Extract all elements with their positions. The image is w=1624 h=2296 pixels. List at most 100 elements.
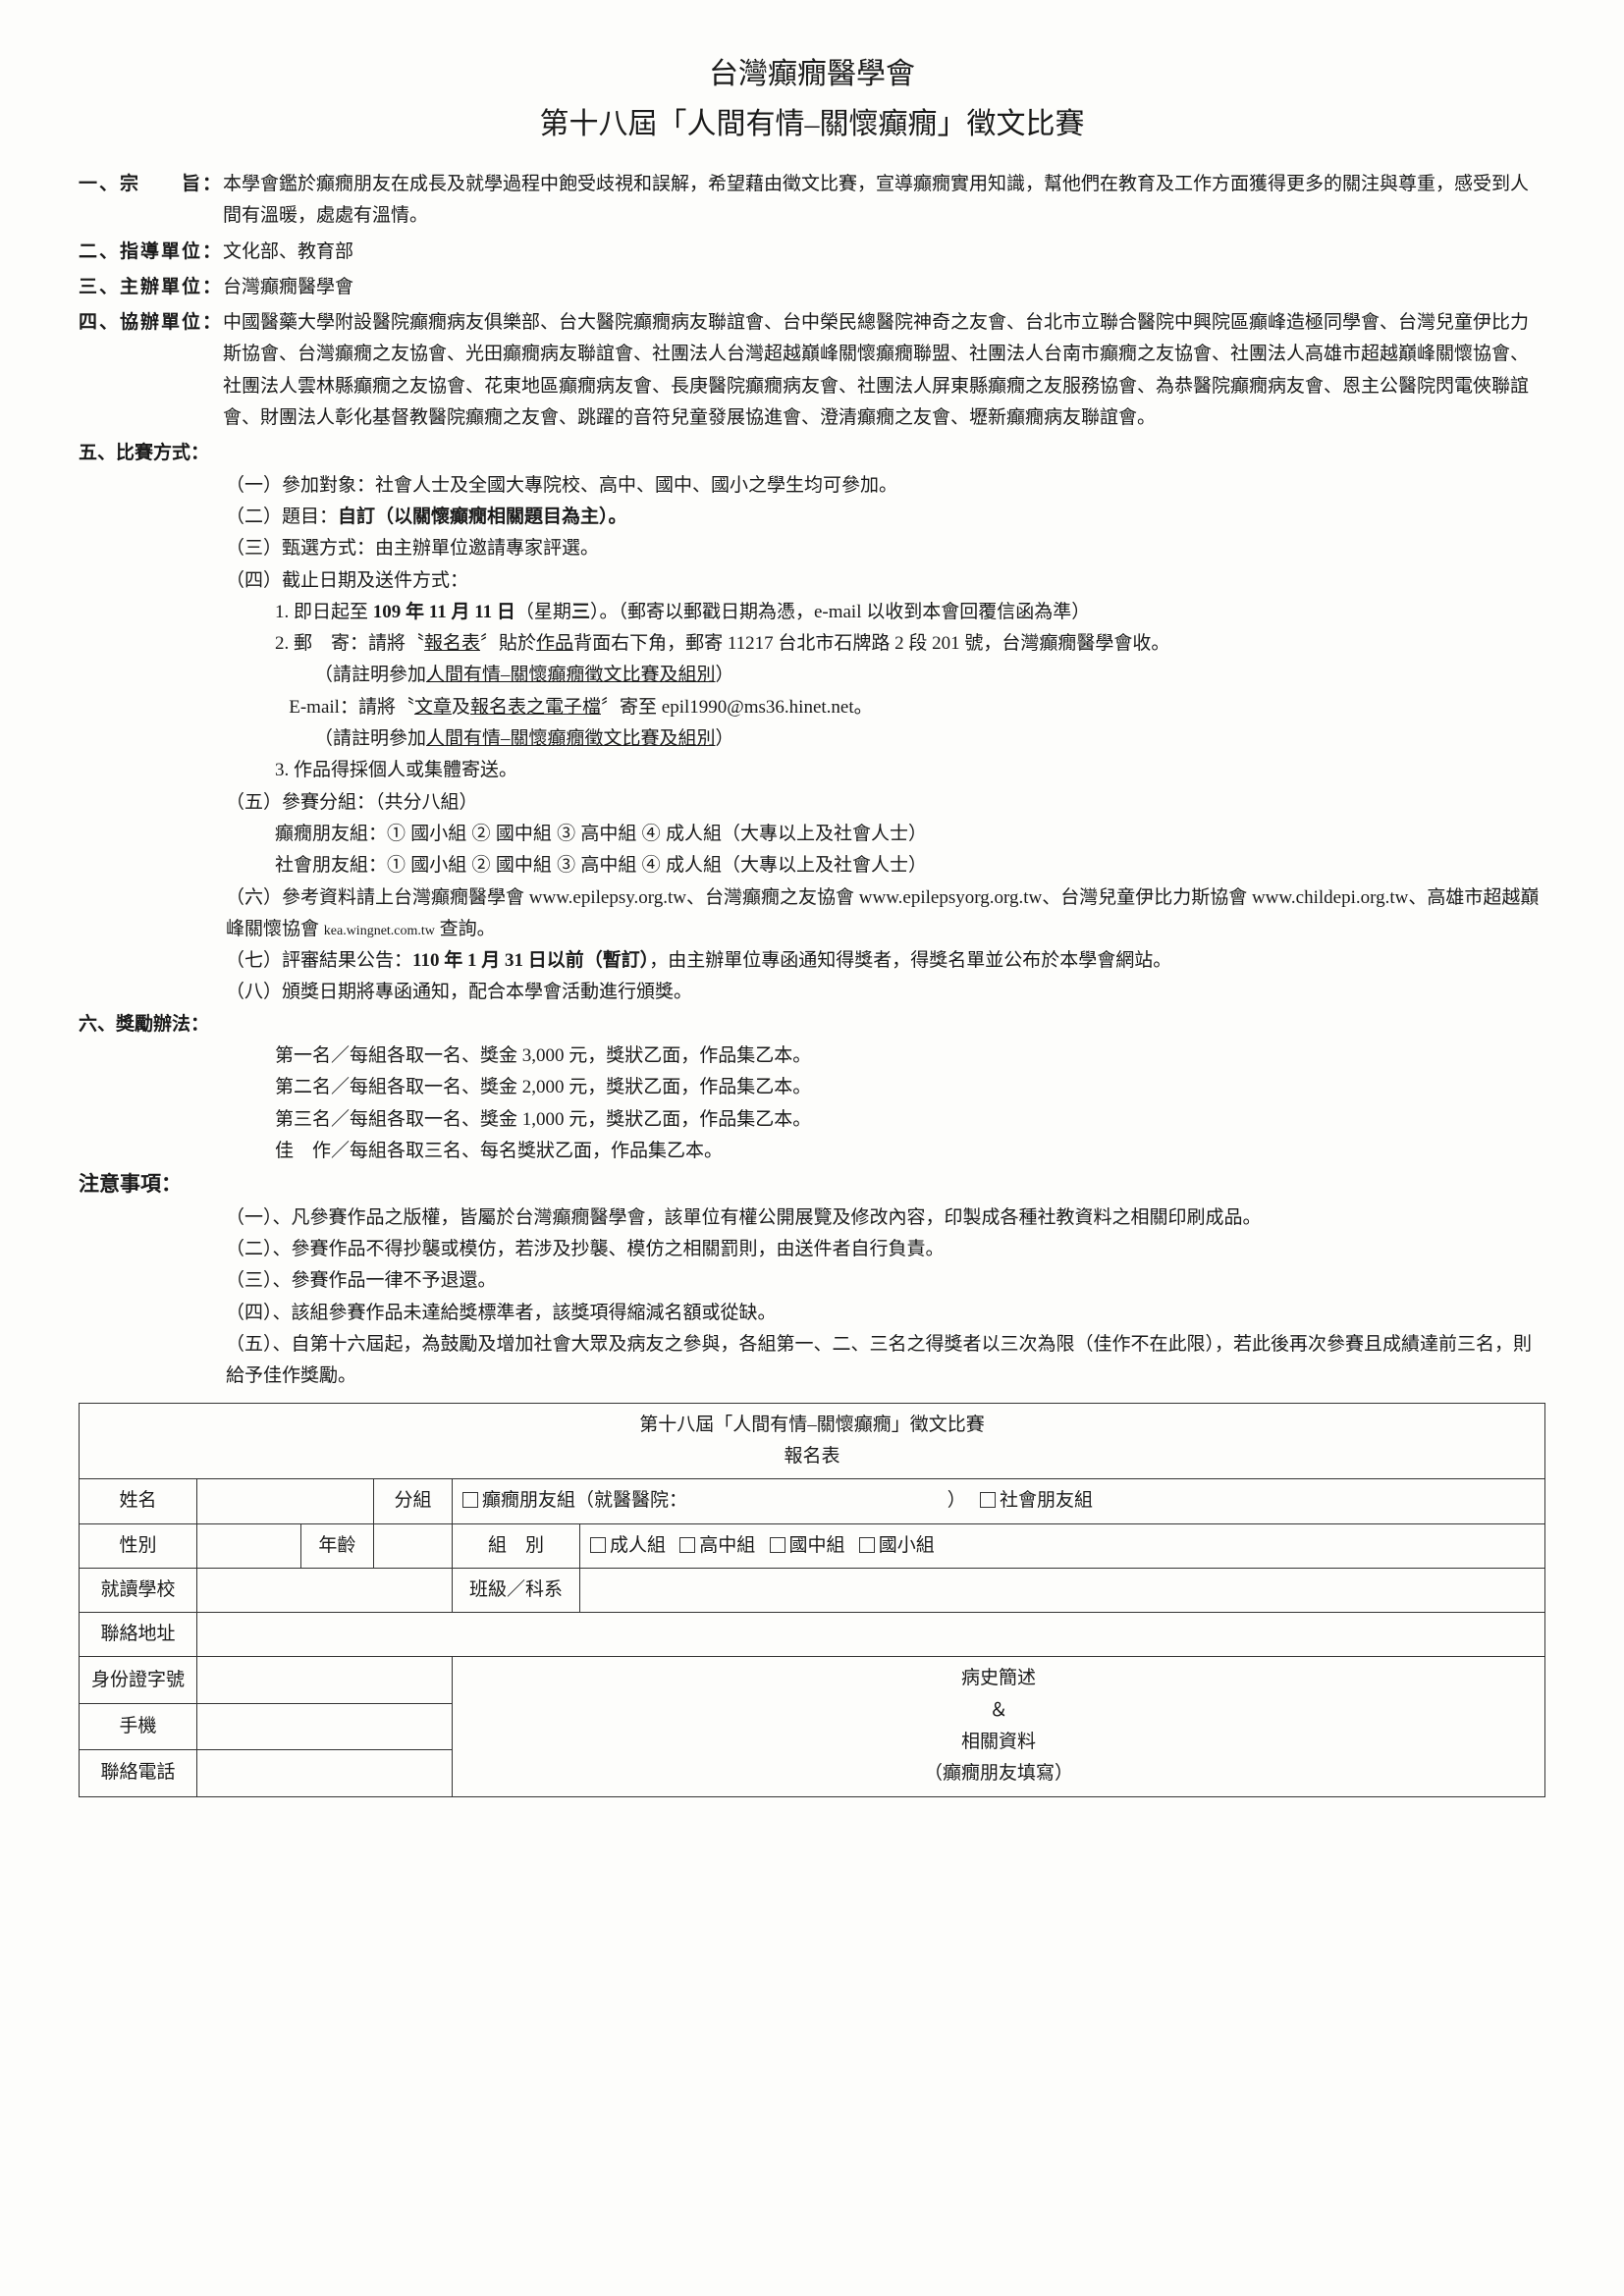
t: （七）評審結果公告： [226,950,412,971]
t: kea.wingnet.com.tw [324,924,435,938]
label-school: 就讀學校 [80,1568,197,1612]
checkbox-icon[interactable] [980,1492,996,1508]
t: 109 年 11 月 11 日 [373,602,515,622]
notes-label: 注意事項： [79,1167,1545,1202]
t: 。 [854,697,873,718]
label-category: 組 別 [453,1523,580,1568]
field-group[interactable]: 癲癇朋友組（就醫醫院： ） 社會朋友組 [453,1479,1545,1523]
sec-body: 本學會鑑於癲癇朋友在成長及就學過程中飽受歧視和誤解，希望藉由徵文比賽，宣導癲癇實… [223,169,1545,233]
t: 國中組 [789,1535,845,1556]
t: ，由主辦單位專函通知得獎者，得獎名單並公布於本學會網站。 [649,950,1171,971]
sec-body: 中國醫藥大學附設醫院癲癇病友俱樂部、台大醫院癲癇病友聯誼會、台中榮民總醫院神奇之… [223,307,1545,434]
field-id[interactable] [197,1657,453,1703]
t: 第十八屆「人間有情–關懷癲癇」徵文比賽 [89,1410,1535,1441]
rule-4-3: 3. 作品得採個人或集體寄送。 [79,755,1545,786]
t: 〞寄至 [601,697,662,718]
text: （二）題目： [226,507,338,527]
label-id: 身份證字號 [80,1657,197,1703]
field-age[interactable] [374,1523,453,1568]
label-phone: 聯絡電話 [80,1750,197,1796]
t: ） [947,1490,966,1511]
org-name: 台灣癲癇醫學會 [79,49,1545,99]
section-award-label: 六、獎勵辦法： [79,1009,1545,1041]
t: 國小組 [879,1535,935,1556]
checkbox-icon[interactable] [770,1537,785,1553]
t: 文章 [414,697,452,718]
label-mobile: 手機 [80,1703,197,1749]
field-name[interactable] [197,1479,374,1523]
label-gender: 性別 [80,1523,197,1568]
note-1: （一）、凡參賽作品之版權，皆屬於台灣癲癇醫學會，該單位有權公開展覽及修改內容，印… [79,1202,1545,1234]
t: 〞貼於 [480,633,536,654]
t: （請註明參加 [314,665,426,685]
section-rules-label: 五、比賽方式： [79,438,1545,469]
t: ） [716,728,734,749]
t: 及 [452,697,470,718]
rule-8: （八）頒獎日期將專函通知，配合本學會活動進行頒獎。 [79,977,1545,1008]
form-title: 第十八屆「人間有情–關懷癲癇」徵文比賽 報名表 [80,1403,1545,1479]
t: ） [716,665,734,685]
label-address: 聯絡地址 [80,1613,197,1657]
t: 報名表 [89,1441,1535,1472]
label-class: 班級／科系 [453,1568,580,1612]
t: 人間有情–關懷癲癇徵文比賽及組別 [426,728,716,749]
sec-label: 四、協辦單位： [79,307,223,434]
rule-4: （四）截止日期及送件方式： [79,565,1545,597]
t: （請註明參加 [314,728,426,749]
t: ＆ [462,1695,1535,1727]
text-bold: 自訂（以關懷癲癇相關題目為主）。 [338,507,627,527]
t: E-mail：請將〝 [289,697,414,718]
award-1: 第一名／每組各取一名、獎金 3,000 元，獎狀乙面，作品集乙本。 [79,1041,1545,1072]
t: 1. 即日起至 [275,602,373,622]
rule-5: （五）參賽分組：（共分八組） [79,787,1545,819]
field-school[interactable] [197,1568,453,1612]
rule-4-2-note: （請註明參加人間有情–關懷癲癇徵文比賽及組別） [79,660,1545,691]
field-class[interactable] [580,1568,1545,1612]
t: 三 [571,602,590,622]
checkbox-icon[interactable] [859,1537,875,1553]
t: 癲癇朋友組（就醫醫院： [482,1490,687,1511]
note-5: （五）、自第十六屆起，為鼓勵及增加社會大眾及病友之參與，各組第一、二、三名之得獎… [79,1329,1545,1393]
t: 相關資料 [462,1727,1535,1758]
checkbox-icon[interactable] [462,1492,478,1508]
section-purpose: 一、宗 旨： 本學會鑑於癲癇朋友在成長及就學過程中飽受歧視和誤解，希望藉由徵文比… [79,169,1545,233]
award-4: 佳 作／每組各取三名、每名獎狀乙面，作品集乙本。 [79,1136,1545,1167]
rule-5b: 社會朋友組：① 國小組 ② 國中組 ③ 高中組 ④ 成人組（大專以上及社會人士） [79,850,1545,881]
checkbox-icon[interactable] [590,1537,606,1553]
t: ）。（郵寄以郵戳日期為憑，e-mail 以收到本會回覆信函為準） [590,602,1090,622]
award-2: 第二名／每組各取一名、獎金 2,000 元，獎狀乙面，作品集乙本。 [79,1072,1545,1103]
rule-3: （三）甄選方式：由主辦單位邀請專家評選。 [79,533,1545,564]
t: 病史簡述 [462,1663,1535,1694]
field-phone[interactable] [197,1750,453,1796]
t: （星期 [515,602,571,622]
rule-2: （二）題目：自訂（以關懷癲癇相關題目為主）。 [79,502,1545,533]
award-3: 第三名／每組各取一名、獎金 1,000 元，獎狀乙面，作品集乙本。 [79,1104,1545,1136]
rule-4-email-note: （請註明參加人間有情–關懷癲癇徵文比賽及組別） [79,723,1545,755]
t: 報名表之電子檔 [470,697,601,718]
t: 成人組 [610,1535,666,1556]
field-mobile[interactable] [197,1703,453,1749]
checkbox-icon[interactable] [679,1537,695,1553]
field-gender[interactable] [197,1523,301,1568]
medical-history-cell[interactable]: 病史簡述 ＆ 相關資料 （癲癇朋友填寫） [453,1657,1545,1796]
t: 110 年 1 月 31 日以前（暫訂） [412,950,649,971]
t: 查詢。 [435,919,496,939]
t: 背面右下角，郵寄 11217 台北市石牌路 2 段 201 號，台灣癲癇醫學會收… [573,633,1169,654]
note-2: （二）、參賽作品不得抄襲或模仿，若涉及抄襲、模仿之相關罰則，由送件者自行負責。 [79,1234,1545,1265]
rule-4-2: 2. 郵 寄：請將〝報名表〞貼於作品背面右下角，郵寄 11217 台北市石牌路 … [79,628,1545,660]
t: （癲癇朋友填寫） [462,1758,1535,1789]
sec-body: 文化部、教育部 [223,237,1545,268]
sec-label: 二、指導單位： [79,237,223,268]
label-name: 姓名 [80,1479,197,1523]
t: 高中組 [699,1535,755,1556]
field-category[interactable]: 成人組 高中組 國中組 國小組 [580,1523,1545,1568]
sec-body: 台灣癲癇醫學會 [223,272,1545,303]
rule-6: （六）參考資料請上台灣癲癇醫學會 www.epilepsy.org.tw、台灣癲… [79,882,1545,946]
page-title: 第十八屆「人間有情–關懷癲癇」徵文比賽 [79,99,1545,149]
rule-1: （一）參加對象：社會人士及全國大專院校、高中、國中、國小之學生均可參加。 [79,470,1545,502]
section-cohost: 四、協辦單位： 中國醫藥大學附設醫院癲癇病友俱樂部、台大醫院癲癇病友聯誼會、台中… [79,307,1545,434]
section-host: 三、主辦單位： 台灣癲癇醫學會 [79,272,1545,303]
field-address[interactable] [197,1613,1545,1657]
t: 報名表 [424,633,480,654]
rule-4-email: E-mail：請將〝文章及報名表之電子檔〞寄至 epil1990@ms36.hi… [79,692,1545,723]
